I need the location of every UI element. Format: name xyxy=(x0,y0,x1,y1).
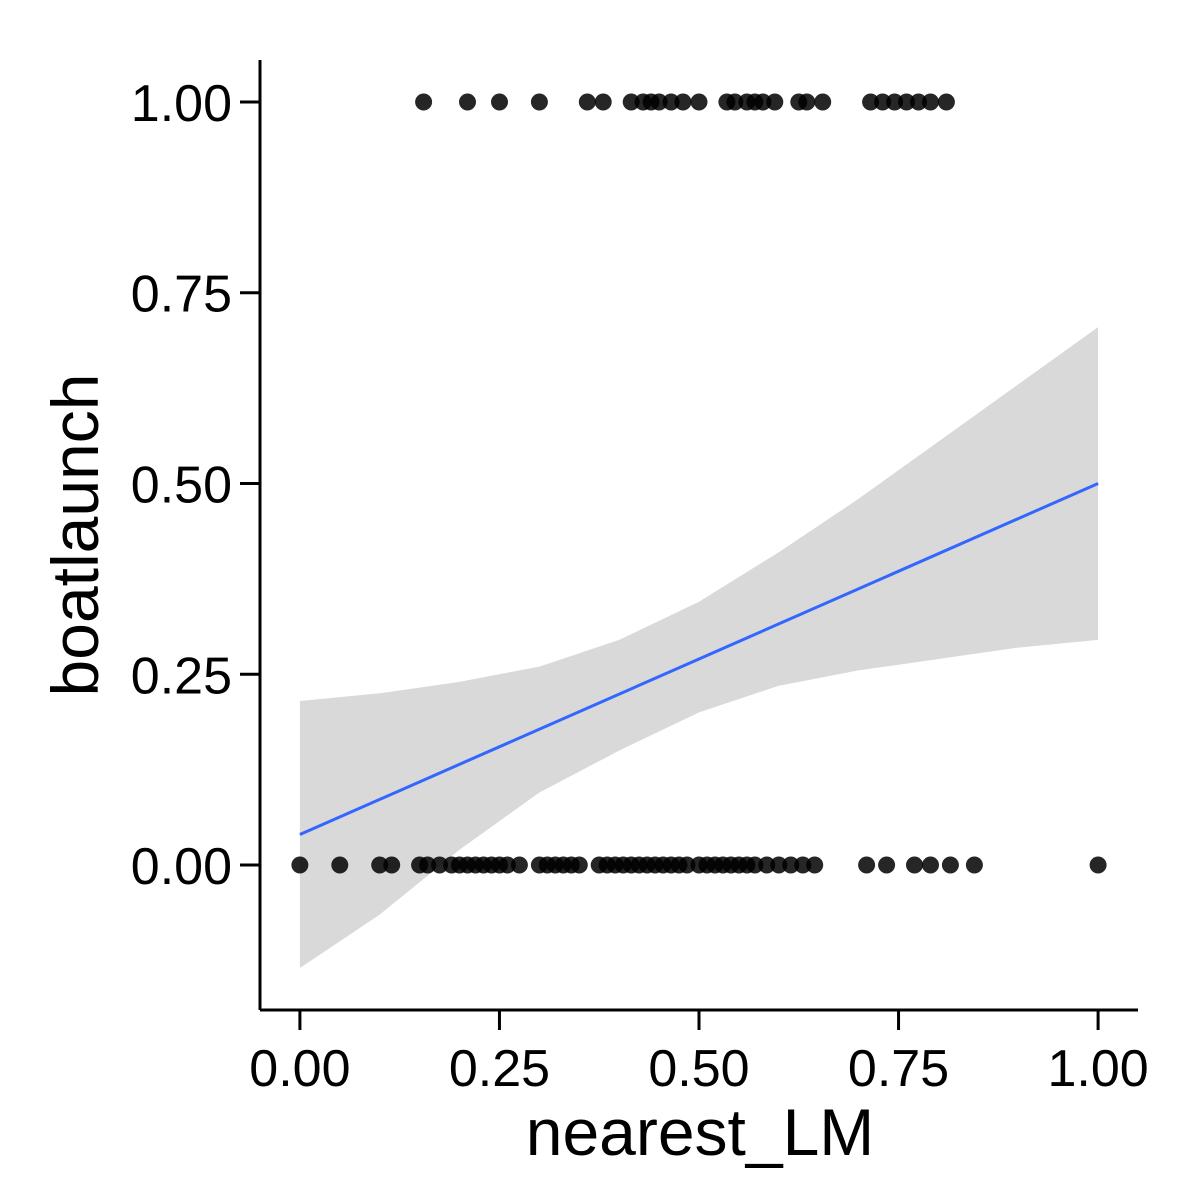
data-point xyxy=(910,93,927,111)
data-point xyxy=(650,93,668,111)
data-point xyxy=(510,856,528,874)
data-point xyxy=(594,93,612,111)
data-point xyxy=(814,93,832,111)
confidence-band xyxy=(299,327,1099,969)
data-point xyxy=(858,856,876,874)
data-point xyxy=(794,856,812,874)
data-point xyxy=(798,93,816,111)
fit-line-layer xyxy=(299,482,1099,836)
y-tick-label: 0.75 xyxy=(131,266,232,324)
y-tick-label: 0.25 xyxy=(131,647,232,705)
data-point xyxy=(491,93,508,111)
data-point xyxy=(371,856,389,874)
axes: 0.00 0.25 0.50 0.75 1.00 0.00 0.25 0.50 0.75 1.00 xyxy=(131,60,1149,1098)
data-point xyxy=(965,856,983,874)
data-point xyxy=(431,856,449,874)
data-point xyxy=(570,856,588,874)
data-point xyxy=(886,93,904,111)
data-point xyxy=(678,856,696,874)
data-point xyxy=(291,856,309,874)
data-point xyxy=(498,856,516,874)
x-tick-label: 0.50 xyxy=(648,1040,749,1098)
data-point xyxy=(1089,856,1107,874)
data-point xyxy=(758,856,776,874)
data-point xyxy=(862,93,880,111)
data-point xyxy=(415,93,433,111)
y-axis-title: boatlaunch xyxy=(38,374,112,697)
data-point xyxy=(766,93,784,111)
data-point xyxy=(459,93,476,111)
data-point xyxy=(941,856,959,874)
data-point xyxy=(937,93,955,111)
data-point xyxy=(674,93,692,111)
data-point xyxy=(530,93,548,111)
data-point xyxy=(726,93,744,111)
data-point xyxy=(383,856,401,874)
data-point xyxy=(331,856,349,874)
y-tick-label: 0.50 xyxy=(131,456,232,514)
data-point xyxy=(922,856,939,874)
x-tick-label: 0.75 xyxy=(848,1040,949,1098)
data-point xyxy=(419,856,437,874)
data-point xyxy=(806,856,824,874)
y-tick-label: 0.00 xyxy=(131,838,232,896)
data-point xyxy=(878,856,896,874)
fit-line xyxy=(299,482,1099,836)
x-tick-label: 1.00 xyxy=(1047,1040,1148,1098)
data-point xyxy=(754,93,772,111)
x-axis-title: nearest_LM xyxy=(526,1095,875,1169)
data-point xyxy=(874,93,892,111)
data-point xyxy=(690,93,708,111)
points-layer xyxy=(291,93,1107,874)
x-tick-label: 0.25 xyxy=(449,1040,550,1098)
data-point xyxy=(770,856,788,874)
data-point xyxy=(906,856,923,874)
data-point xyxy=(622,93,640,111)
data-point xyxy=(782,856,800,874)
x-tick-label: 0.00 xyxy=(249,1040,350,1098)
data-point xyxy=(578,93,596,111)
y-tick-label: 1.00 xyxy=(131,75,232,133)
data-point xyxy=(922,93,939,111)
data-point xyxy=(662,93,680,111)
confidence-band-layer xyxy=(299,327,1099,969)
data-point xyxy=(746,856,764,874)
data-point xyxy=(898,93,915,111)
